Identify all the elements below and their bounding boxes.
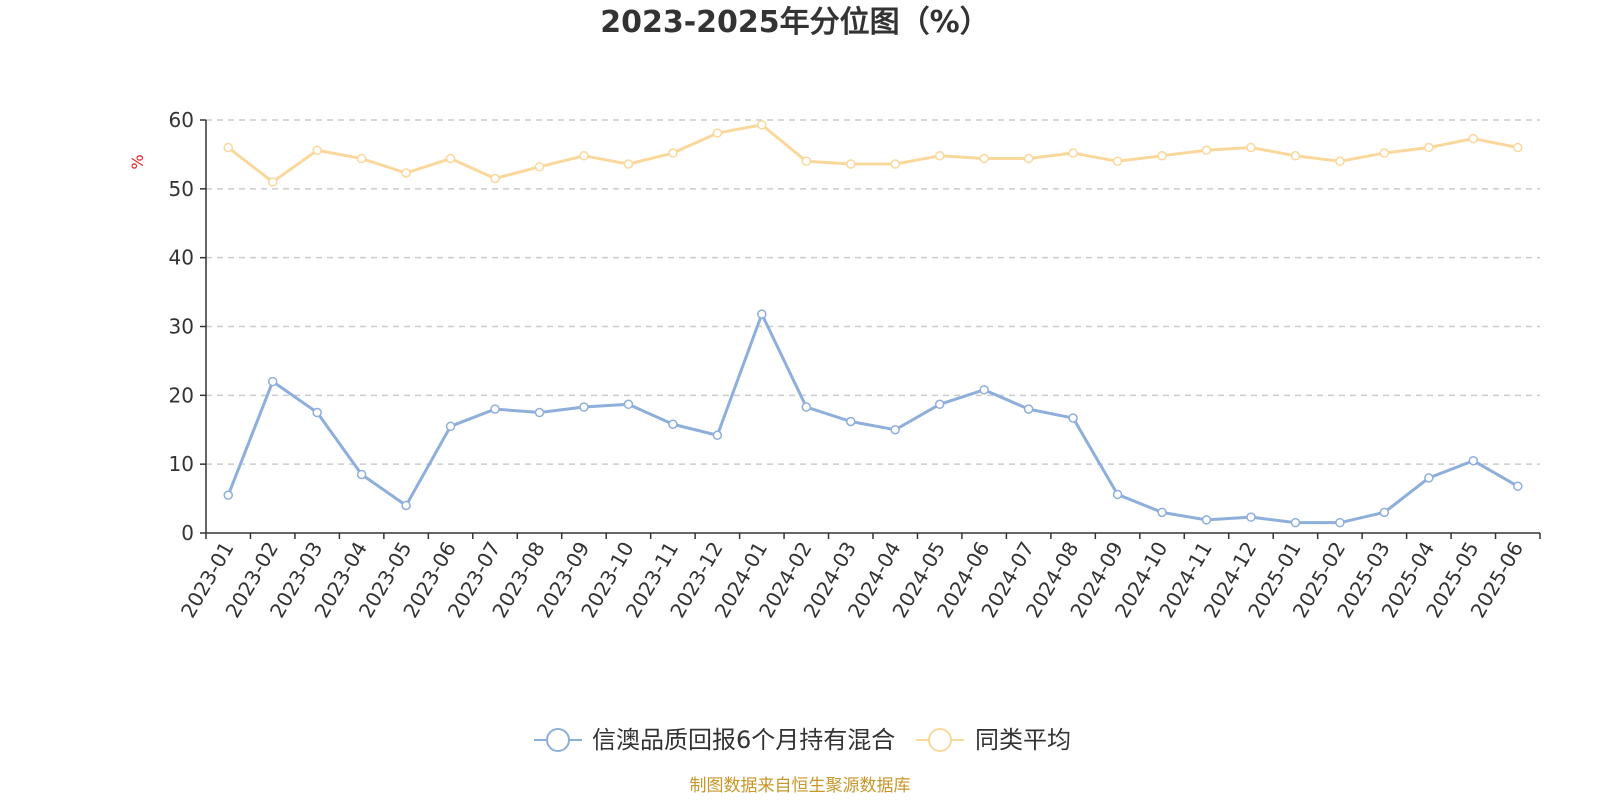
legend-marker-icon: [546, 728, 570, 752]
data-point: [1023, 404, 1034, 414]
data-point: [757, 120, 767, 130]
x-tick-labels: 2023-012023-022023-032023-042023-052023-…: [176, 537, 1528, 621]
y-tick-label: 10: [169, 452, 194, 476]
data-point: [445, 421, 456, 432]
axes: [200, 119, 1541, 539]
data-point: [934, 399, 945, 410]
data-point: [846, 416, 856, 427]
y-tick-label: 50: [169, 177, 194, 201]
data-point: [668, 148, 678, 158]
legend-item-2[interactable]: 同类平均: [916, 726, 1071, 754]
data-point: [1157, 507, 1167, 518]
data-point: [1290, 151, 1301, 161]
data-point: [401, 500, 411, 511]
y-tick-label: 40: [169, 246, 194, 270]
y-axis-label: %: [128, 154, 147, 169]
data-point: [490, 404, 500, 414]
data-point: [1290, 517, 1301, 528]
data-point: [1335, 517, 1345, 528]
data-point: [1424, 142, 1434, 153]
chart-title: 2023-2025年分位图（%）: [600, 5, 990, 40]
data-point: [712, 128, 723, 138]
data-series: [223, 120, 1523, 528]
legend-label: 信澳品质回报6个月持有混合: [592, 726, 895, 754]
data-point: [1068, 148, 1078, 158]
legend[interactable]: 信澳品质回报6个月持有混合 同类平均: [534, 726, 1071, 754]
data-point: [356, 153, 367, 164]
data-point: [1246, 512, 1256, 522]
y-tick-label: 60: [169, 108, 194, 132]
legend-marker-icon: [928, 728, 952, 752]
data-point: [1468, 455, 1479, 466]
data-point: [223, 490, 233, 500]
data-point: [223, 142, 233, 153]
data-point: [1513, 142, 1523, 153]
data-point: [267, 376, 278, 387]
data-point: [356, 469, 367, 480]
y-tick-label: 20: [169, 383, 194, 407]
data-point: [1068, 413, 1078, 423]
data-point: [1157, 151, 1167, 161]
legend-item-1[interactable]: 信澳品质回报6个月持有混合: [534, 726, 895, 754]
data-point: [801, 402, 812, 412]
data-point: [1201, 145, 1212, 156]
data-point: [623, 399, 634, 410]
grid-lines: [206, 119, 1540, 465]
data-point: [801, 156, 812, 167]
data-point: [979, 153, 989, 164]
data-point: [1468, 133, 1479, 144]
y-tick-labels: 0 10 20 30 40 50 60: [169, 108, 194, 545]
data-point: [401, 168, 411, 178]
data-point: [979, 385, 989, 395]
data-point: [1246, 142, 1256, 153]
data-point: [579, 151, 589, 161]
data-point: [534, 162, 545, 172]
data-point: [623, 159, 634, 169]
data-point: [934, 151, 945, 161]
data-point: [490, 173, 500, 184]
data-point: [890, 425, 900, 435]
data-point: [1201, 515, 1212, 525]
data-point: [890, 159, 900, 169]
data-point: [1023, 153, 1034, 164]
data-point: [579, 402, 589, 412]
data-point: [534, 407, 545, 418]
data-point: [1112, 489, 1123, 500]
data-point: [445, 153, 456, 164]
data-point: [712, 430, 723, 441]
series-line-1: [226, 312, 1519, 525]
data-point: [267, 177, 278, 187]
series-line-2: [227, 123, 1519, 184]
data-point: [1379, 507, 1390, 518]
data-point: [757, 309, 767, 319]
data-point: [1112, 156, 1123, 167]
data-point: [1513, 481, 1523, 491]
data-point: [846, 159, 856, 169]
data-point: [668, 419, 678, 429]
source-note: 制图数据来自恒生聚源数据库: [690, 776, 911, 796]
data-point: [1335, 156, 1345, 167]
y-tick-label: 0: [181, 521, 194, 545]
y-tick-label: 30: [169, 315, 194, 339]
data-point: [1424, 473, 1434, 483]
data-point: [1379, 148, 1390, 158]
legend-label: 同类平均: [975, 726, 1071, 754]
data-point: [312, 407, 322, 418]
data-point: [312, 145, 322, 156]
